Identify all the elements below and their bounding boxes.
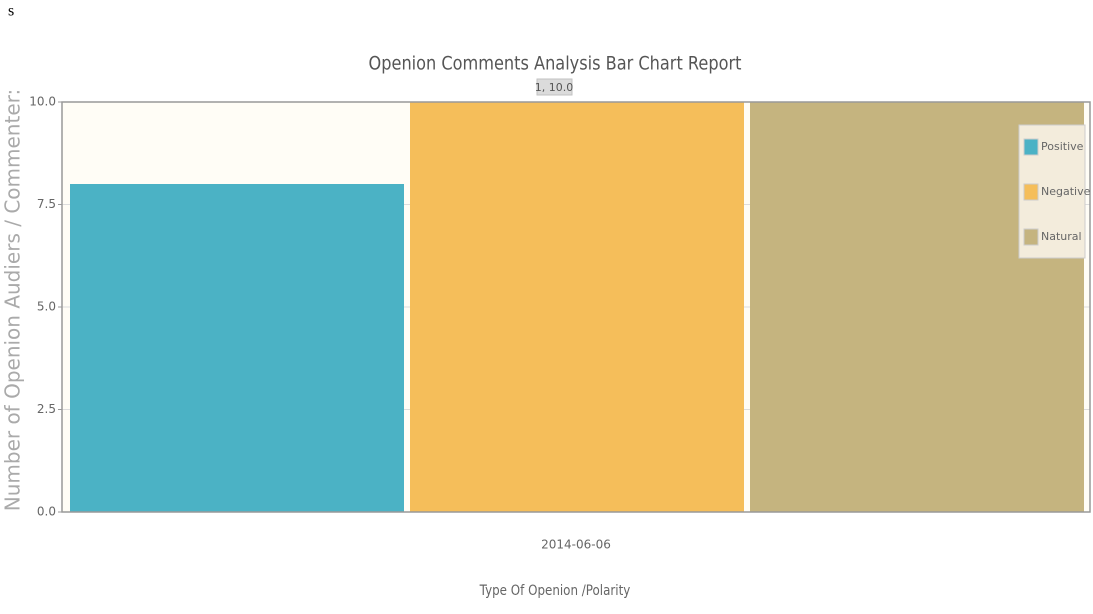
x-axis-label: Type Of Openion /Polarity [479,583,631,599]
legend-label: Natural [1041,230,1082,243]
legend-swatch [1023,138,1039,156]
y-tick-label: 10.0 [29,95,56,109]
legend-swatch [1023,183,1039,201]
bar [410,102,744,512]
legend: Positive Negative Natural [1018,124,1091,259]
bar [70,184,404,512]
y-tick-label: 0.0 [37,505,56,519]
y-axis-label: Number of Openion Audiers / Commenter: [1,89,25,512]
plot-border [61,101,1091,513]
y-tick-label: 2.5 [37,402,56,416]
chart-title: Openion Comments Analysis Bar Chart Repo… [369,53,742,75]
legend-label: Negative [1041,185,1091,198]
page-note: s [8,3,14,20]
tooltip: 1, 10.0 [535,81,573,94]
y-tick-label: 7.5 [37,197,56,211]
tooltip-box [536,78,573,96]
y-label-clip: Number of Openion Audiers / Commenter: [1,89,25,512]
y-tick-label: 5.0 [37,300,56,314]
x-tick-label: 2014-06-06 [541,538,611,552]
marks: 0.0 2.5 5.0 7.5 10.0 2014-06-06 [29,95,1090,552]
legend-swatch [1023,228,1039,246]
legend-label: Positive [1041,140,1084,153]
